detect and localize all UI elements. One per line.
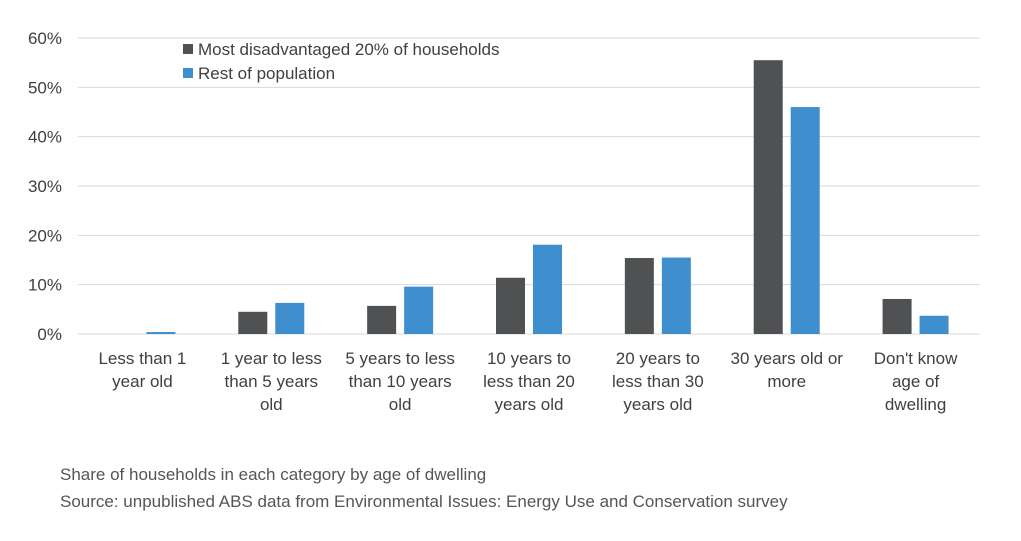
gridlines bbox=[78, 37, 980, 335]
y-tick-label: 40% bbox=[28, 128, 62, 147]
bars bbox=[146, 60, 949, 334]
category-label: Don't know bbox=[874, 349, 958, 368]
category-label: dwelling bbox=[885, 395, 946, 414]
category-label: than 5 years bbox=[225, 372, 319, 391]
bar-most-disadvantaged bbox=[496, 277, 525, 334]
bar-rest-of-population bbox=[533, 244, 562, 334]
category-label: less than 20 bbox=[483, 372, 575, 391]
legend: Most disadvantaged 20% of households Rest… bbox=[183, 40, 499, 83]
category-label: years old bbox=[623, 395, 692, 414]
category-label: Less than 1 bbox=[98, 349, 186, 368]
bar-rest-of-population bbox=[404, 286, 434, 334]
bar-rest-of-population bbox=[275, 302, 305, 334]
category-label: less than 30 bbox=[612, 372, 704, 391]
bar-most-disadvantaged bbox=[238, 311, 268, 334]
category-label: than 10 years bbox=[349, 372, 452, 391]
bar-most-disadvantaged bbox=[882, 298, 912, 334]
category-label: 20 years to bbox=[616, 349, 700, 368]
bar-chart: 0% 10% 20% 30% 40% 50% 60% Less than 1 year old… bbox=[28, 29, 980, 414]
bar-most-disadvantaged bbox=[367, 305, 397, 334]
category-label: 30 years old or bbox=[730, 349, 843, 368]
bar-rest-of-population bbox=[661, 257, 691, 334]
bar-rest-of-population bbox=[919, 315, 949, 334]
y-tick-label: 10% bbox=[28, 276, 62, 295]
y-tick-label: 30% bbox=[28, 177, 62, 196]
category-label: years old bbox=[495, 395, 564, 414]
chart-caption: Share of households in each category by … bbox=[60, 465, 487, 484]
category-label: old bbox=[389, 395, 412, 414]
y-axis-tick-labels: 0% 10% 20% 30% 40% 50% 60% bbox=[28, 29, 62, 344]
y-tick-label: 0% bbox=[37, 325, 62, 344]
y-tick-label: 20% bbox=[28, 226, 62, 245]
category-label: more bbox=[767, 372, 806, 391]
category-label: old bbox=[260, 395, 283, 414]
category-label: 10 years to bbox=[487, 349, 571, 368]
legend-swatch bbox=[183, 44, 193, 54]
y-tick-label: 60% bbox=[28, 29, 62, 48]
legend-swatch bbox=[183, 68, 193, 78]
category-label: 1 year to less bbox=[221, 349, 322, 368]
category-label: age of bbox=[892, 372, 940, 391]
legend-label: Rest of population bbox=[198, 64, 335, 83]
y-tick-label: 50% bbox=[28, 78, 62, 97]
bar-most-disadvantaged bbox=[624, 258, 654, 334]
bar-rest-of-population bbox=[790, 107, 820, 334]
source-note: Source: unpublished ABS data from Enviro… bbox=[60, 492, 788, 511]
legend-label: Most disadvantaged 20% of households bbox=[198, 40, 499, 59]
category-label: 5 years to less bbox=[345, 349, 455, 368]
bar-rest-of-population bbox=[146, 332, 176, 334]
category-label: year old bbox=[112, 372, 172, 391]
x-axis-category-labels: Less than 1 year old 1 year to less than 5 … bbox=[98, 349, 958, 414]
bar-most-disadvantaged bbox=[753, 60, 783, 334]
